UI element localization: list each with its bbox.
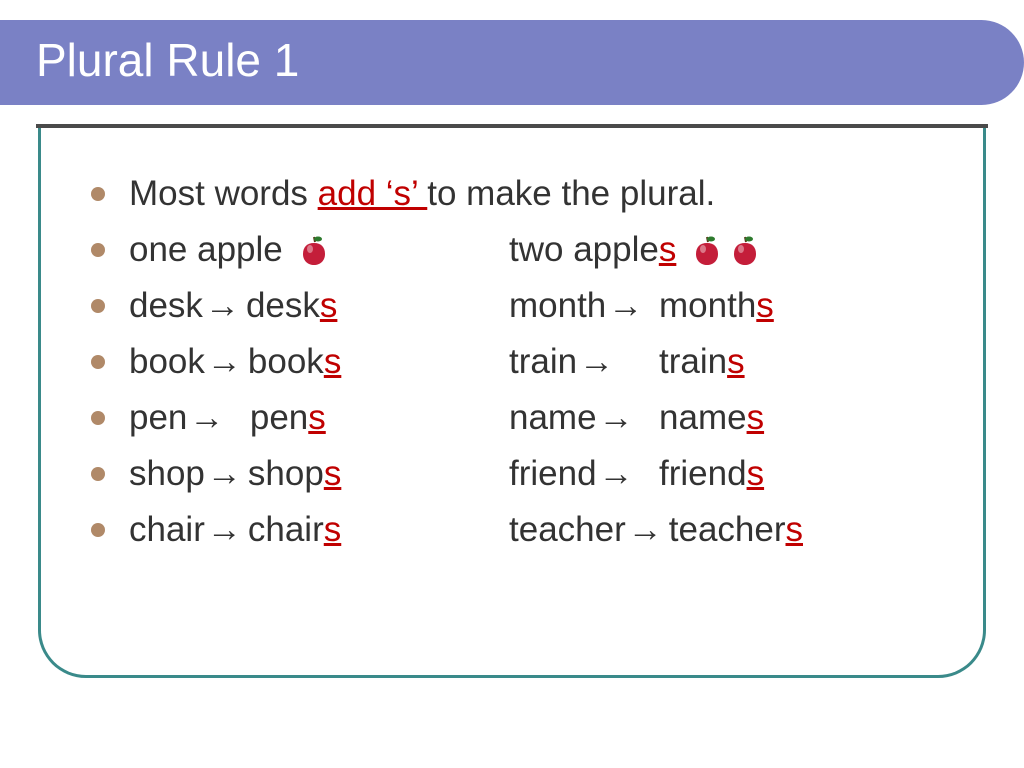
right-base: train xyxy=(509,342,577,382)
apple-icon xyxy=(299,234,329,266)
arrow-icon: → xyxy=(207,454,242,494)
one-apple-text: one apple xyxy=(129,230,283,270)
arrow-icon: → xyxy=(599,398,634,438)
arrow-icon: → xyxy=(207,342,242,382)
bullet-icon xyxy=(91,299,105,313)
left-suffix: s xyxy=(324,342,342,382)
arrow-icon: → xyxy=(628,510,663,550)
intro-post: to make the plural. xyxy=(427,174,715,213)
left-plural: desk xyxy=(246,286,320,326)
arrow-icon: → xyxy=(207,510,242,550)
right-plural: teacher xyxy=(669,510,786,550)
intro-pre: Most words xyxy=(129,174,318,213)
pair-row: book→books train→ trains xyxy=(91,334,933,390)
left-base: chair xyxy=(129,510,205,550)
arrow-icon: → xyxy=(189,398,224,438)
arrow-icon: → xyxy=(205,286,240,326)
left-suffix: s xyxy=(324,510,342,550)
left-base: pen xyxy=(129,398,187,438)
intro-row: Most words add ‘s’ to make the plural. xyxy=(91,166,933,222)
left-suffix: s xyxy=(308,398,326,438)
right-suffix: s xyxy=(747,398,765,438)
left-plural: book xyxy=(248,342,324,382)
arrow-icon: → xyxy=(579,342,614,382)
right-suffix: s xyxy=(786,510,804,550)
right-plural: friend xyxy=(659,454,747,494)
bullet-icon xyxy=(91,523,105,537)
right-base: name xyxy=(509,398,597,438)
pair-row: desk→desks month→ months xyxy=(91,278,933,334)
apple-row: one apple two apples xyxy=(91,222,933,278)
right-plural: train xyxy=(659,342,727,382)
arrow-icon: → xyxy=(599,454,634,494)
right-plural: name xyxy=(659,398,747,438)
pair-row: chair→chairs teacher→teachers xyxy=(91,502,933,558)
right-base: month xyxy=(509,286,606,326)
left-suffix: s xyxy=(324,454,342,494)
left-base: book xyxy=(129,342,205,382)
left-base: desk xyxy=(129,286,203,326)
right-base: friend xyxy=(509,454,597,494)
bullet-icon xyxy=(91,411,105,425)
two-apples-text: two apple xyxy=(509,230,659,270)
bullet-icon xyxy=(91,355,105,369)
two-apples-suffix: s xyxy=(659,230,677,270)
left-plural: shop xyxy=(248,454,324,494)
right-base: teacher xyxy=(509,510,626,550)
apple-icon xyxy=(730,234,760,266)
slide-title: Plural Rule 1 xyxy=(36,33,299,87)
right-suffix: s xyxy=(747,454,765,494)
bullet-icon xyxy=(91,243,105,257)
bullet-icon xyxy=(91,467,105,481)
bullet-icon xyxy=(91,187,105,201)
apple-icon xyxy=(692,234,722,266)
pair-row: shop→shops friend→ friends xyxy=(91,446,933,502)
content-box: Most words add ‘s’ to make the plural. o… xyxy=(38,128,986,678)
pair-row: pen→ pens name→ names xyxy=(91,390,933,446)
left-plural: pen xyxy=(250,398,308,438)
left-base: shop xyxy=(129,454,205,494)
right-suffix: s xyxy=(756,286,774,326)
left-plural: chair xyxy=(248,510,324,550)
left-suffix: s xyxy=(320,286,338,326)
right-suffix: s xyxy=(727,342,745,382)
intro-highlight: add ‘s’ xyxy=(318,174,428,213)
arrow-icon: → xyxy=(608,286,643,326)
right-plural: month xyxy=(659,286,756,326)
